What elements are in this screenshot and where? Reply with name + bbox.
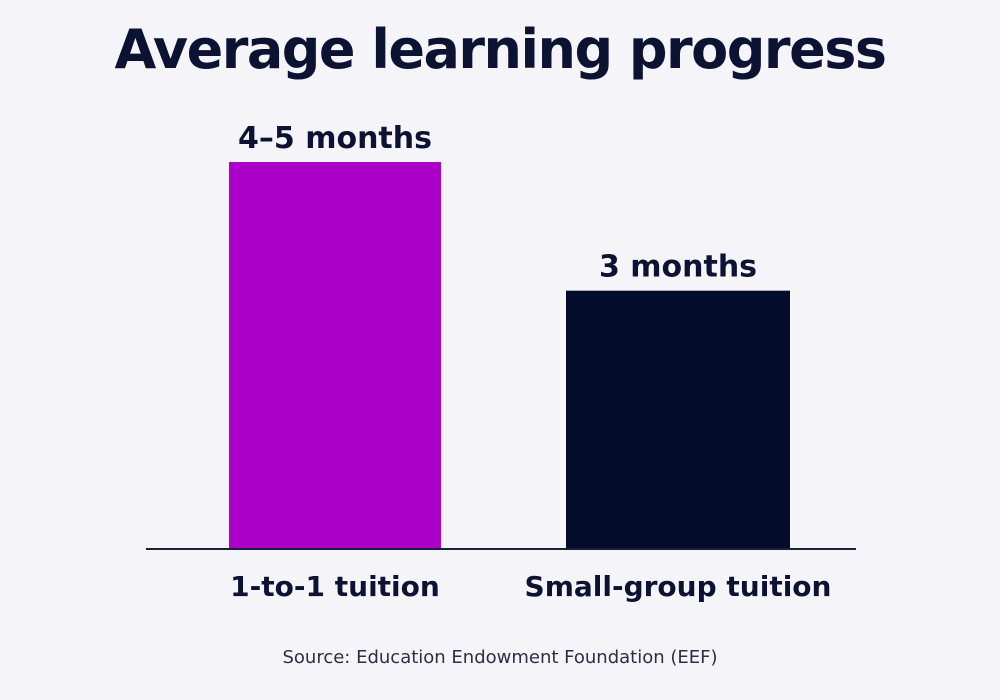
bar-2: [566, 290, 790, 548]
chart-title: Average learning progress: [114, 18, 887, 81]
source-note: Source: Education Endowment Foundation (…: [282, 647, 718, 668]
data-label-1: 4–5 months: [238, 121, 432, 156]
category-label-1: 1-to-1 tuition: [230, 570, 440, 603]
category-label-2: Small-group tuition: [525, 570, 832, 603]
data-label-2: 3 months: [599, 250, 757, 285]
bar-1: [229, 162, 441, 548]
